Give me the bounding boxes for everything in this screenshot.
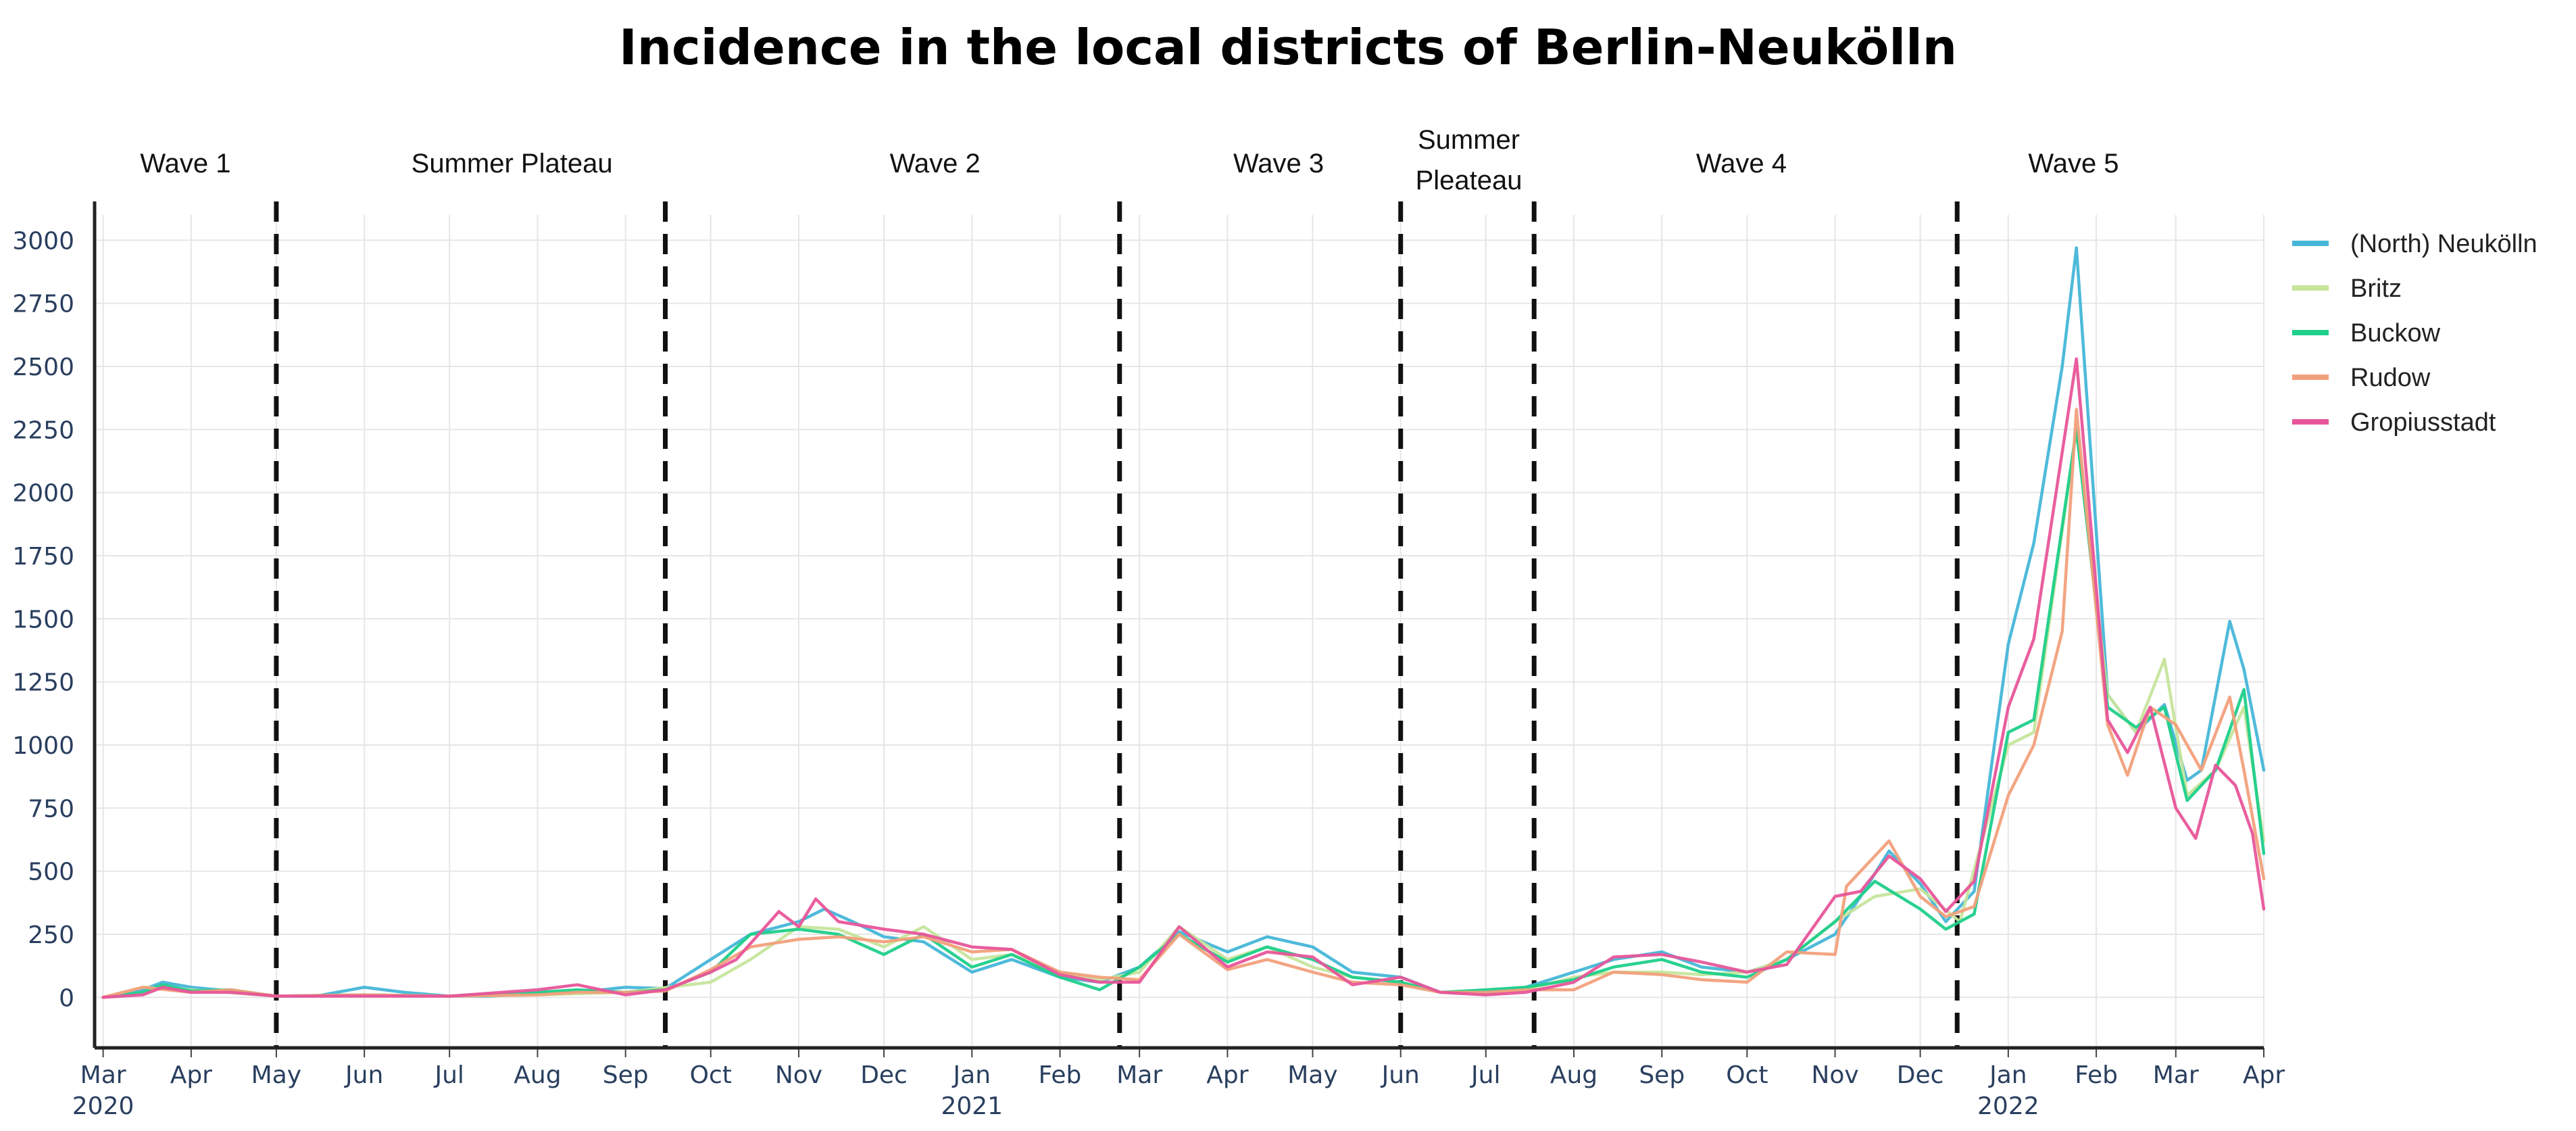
x-tick-label: Jun — [344, 1061, 383, 1089]
y-tick-label: 2500 — [12, 354, 74, 381]
wave-label: Wave 3 — [1233, 149, 1324, 178]
wave-label: Summer Plateau — [412, 149, 613, 178]
x-tick-label: Apr — [170, 1061, 212, 1089]
y-tick-label: 0 — [59, 984, 74, 1012]
wave-label: Wave 1 — [140, 149, 230, 178]
x-tick-label: Sep — [1639, 1061, 1685, 1089]
y-tick-label: 2250 — [12, 416, 74, 444]
legend-label: Gropiusstadt — [2350, 408, 2496, 437]
x-tick-label: Apr — [2243, 1061, 2285, 1089]
wave-label: Wave 2 — [890, 149, 981, 178]
y-tick-label: 1500 — [12, 606, 74, 633]
y-tick-label: 2750 — [12, 291, 74, 318]
series-line-3 — [101, 428, 2266, 999]
y-tick-label: 2000 — [12, 480, 74, 508]
x-tick-label: Oct — [690, 1061, 732, 1089]
legend[interactable]: (North) Neukölln Britz Buckow Rudow Gropiuss… — [2292, 230, 2537, 437]
wave-label: Summer — [1418, 125, 1520, 155]
x-tick-label: Aug — [1550, 1061, 1597, 1089]
wave-boundaries — [274, 201, 1960, 1048]
wave-label: Pleateau — [1416, 166, 1522, 195]
x-tick-label: Feb — [2075, 1061, 2118, 1089]
x-tick-label: Jan — [1988, 1061, 2027, 1089]
x-tick-label: Apr — [1206, 1061, 1248, 1089]
x-tick-label: Nov — [1811, 1061, 1858, 1089]
y-axis-ticks: 0 250 500 750 1000 1250 1500 1750 2000 2250 2500 27… — [12, 227, 74, 1012]
series-line-1 — [101, 246, 2266, 999]
y-tick-label: 500 — [28, 859, 74, 886]
x-axis-ticks: Mar 2020 Apr May Jun Jul Aug Sep Oct Nov Dec Jan 202… — [72, 1061, 2285, 1120]
chart-title: Incidence in the local districts of Berl… — [619, 19, 1957, 76]
y-tick-label: 1250 — [12, 669, 74, 697]
x-tick-label: Aug — [514, 1061, 561, 1089]
legend-label: Buckow — [2350, 319, 2441, 347]
x-tick-label: Mar — [80, 1061, 126, 1089]
x-tick-label: May — [251, 1061, 301, 1089]
y-tick-label: 1000 — [12, 732, 74, 760]
legend-label: (North) Neukölln — [2350, 230, 2537, 258]
y-tick-label: 3000 — [12, 227, 74, 255]
x-tick-label: Oct — [1726, 1061, 1768, 1089]
x-tick-label: Jul — [1470, 1061, 1500, 1089]
axes — [93, 201, 2264, 1057]
x-year-label: 2021 — [941, 1092, 1003, 1120]
x-tick-label: Mar — [2153, 1061, 2199, 1089]
x-tick-label: May — [1287, 1061, 1337, 1089]
wave-label: Wave 5 — [2028, 149, 2119, 178]
x-tick-label: Dec — [860, 1061, 908, 1089]
legend-label: Britz — [2350, 274, 2402, 303]
series-line-5 — [101, 357, 2266, 999]
x-tick-label: Jul — [433, 1061, 464, 1089]
x-tick-label: Mar — [1116, 1061, 1162, 1089]
x-year-label: 2020 — [72, 1092, 134, 1120]
series-line-4 — [101, 408, 2266, 999]
y-tick-label: 750 — [28, 795, 74, 823]
x-year-label: 2022 — [1977, 1092, 2039, 1120]
series-lines — [101, 246, 2266, 999]
x-tick-label: Jan — [952, 1061, 991, 1089]
x-tick-label: Feb — [1039, 1061, 1082, 1089]
wave-labels: Wave 1 Summer Plateau Wave 2 Wave 3 Summer Pl… — [140, 125, 2119, 195]
y-tick-label: 1750 — [12, 543, 74, 571]
legend-label: Rudow — [2350, 364, 2431, 392]
x-tick-label: Dec — [1897, 1061, 1944, 1089]
x-tick-label: Nov — [775, 1061, 822, 1089]
wave-label: Wave 4 — [1696, 149, 1787, 178]
y-tick-label: 250 — [28, 921, 74, 949]
x-tick-label: Jun — [1381, 1061, 1420, 1089]
x-tick-label: Sep — [603, 1061, 649, 1089]
